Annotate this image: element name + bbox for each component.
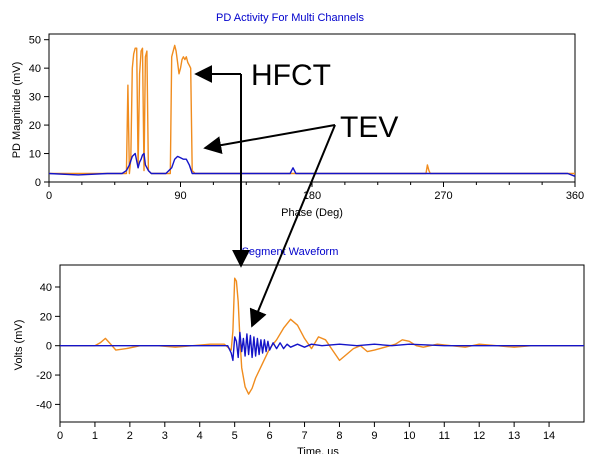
top-x-tick-label: 360	[566, 190, 584, 202]
top-y-tick-label: 40	[29, 63, 41, 75]
top-chart-ylabel: PD Magnitude (mV)	[11, 62, 23, 159]
bottom-x-tick-label: 14	[543, 430, 555, 442]
bottom-x-tick-label: 3	[162, 430, 168, 442]
tev-arrow-to-bottom	[252, 125, 335, 326]
hfct-annotation-label: HFCT	[251, 59, 331, 92]
bottom-x-tick-label: 8	[336, 430, 342, 442]
bottom-x-tick-label: 10	[403, 430, 415, 442]
bottom-x-tick-label: 4	[197, 430, 203, 442]
bottom-x-tick-label: 0	[57, 430, 63, 442]
top-y-tick-label: 0	[35, 177, 41, 189]
top-x-tick-label: 90	[174, 190, 186, 202]
top-chart-xlabel: Phase (Deg)	[281, 207, 343, 219]
bottom-chart-ylabel: Volts (mV)	[13, 320, 25, 371]
bottom-x-tick-label: 5	[232, 430, 238, 442]
bottom-x-tick-label: 7	[301, 430, 307, 442]
top-y-tick-label: 50	[29, 35, 41, 47]
bottom-x-tick-label: 9	[371, 430, 377, 442]
bottom-series-line-0	[60, 278, 584, 394]
bottom-x-tick-label: 12	[473, 430, 485, 442]
bottom-x-tick-label: 13	[508, 430, 520, 442]
bottom-chart-series	[60, 278, 584, 394]
bottom-x-tick-label: 1	[92, 430, 98, 442]
top-y-tick-label: 30	[29, 92, 41, 104]
top-x-tick-label: 0	[46, 190, 52, 202]
top-x-tick-label: 270	[434, 190, 452, 202]
bottom-x-tick-label: 2	[127, 430, 133, 442]
top-y-tick-label: 20	[29, 120, 41, 132]
bottom-x-tick-label: 11	[439, 430, 450, 442]
bottom-y-tick-label: -20	[36, 370, 52, 382]
bottom-y-tick-label: 40	[40, 282, 52, 294]
bottom-y-tick-label: -40	[36, 399, 52, 411]
bottom-chart-title: Segment Waveform	[242, 246, 339, 258]
bottom-y-tick-label: 0	[46, 341, 52, 353]
top-chart-title: PD Activity For Multi Channels	[216, 12, 364, 24]
tev-arrow-to-top	[205, 125, 335, 148]
bottom-x-tick-label: 6	[267, 430, 273, 442]
top-series-line-1	[49, 154, 575, 177]
tev-annotation-label: TEV	[340, 111, 398, 144]
top-y-tick-label: 10	[29, 149, 41, 161]
bottom-chart-frame	[60, 265, 584, 422]
bottom-y-tick-label: 20	[40, 311, 52, 323]
bottom-chart-xlabel: Time, us	[297, 446, 339, 454]
